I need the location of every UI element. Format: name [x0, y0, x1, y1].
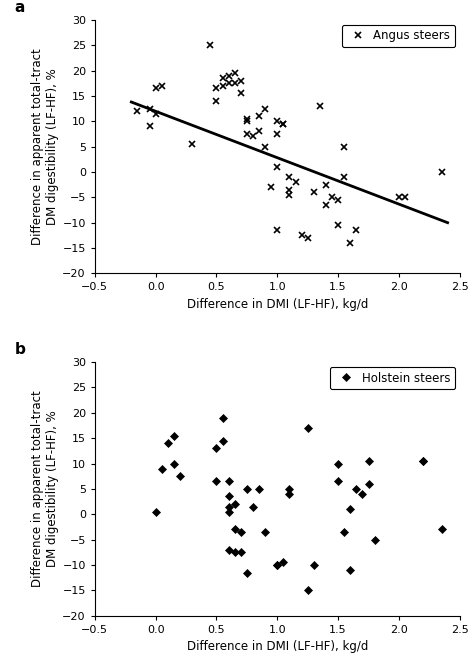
X-axis label: Difference in DMI (LF-HF), kg/d: Difference in DMI (LF-HF), kg/d [187, 640, 368, 653]
X-axis label: Difference in DMI (LF-HF), kg/d: Difference in DMI (LF-HF), kg/d [187, 298, 368, 311]
Text: a: a [15, 0, 25, 15]
Legend: Holstein steers: Holstein steers [330, 367, 455, 389]
Text: b: b [15, 342, 26, 357]
Y-axis label: Difference in apparent total-tract
DM digestibility (LF-HF), %: Difference in apparent total-tract DM di… [31, 48, 60, 245]
Legend: Angus steers: Angus steers [342, 24, 455, 47]
Y-axis label: Difference in apparent total-tract
DM digestibility (LF-HF), %: Difference in apparent total-tract DM di… [31, 391, 60, 587]
